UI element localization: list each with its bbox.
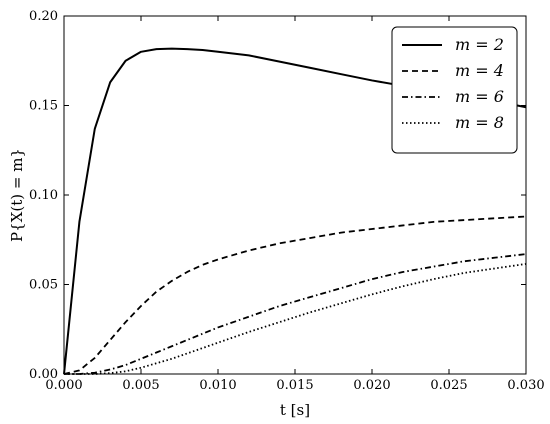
- axis-ticks: 0.000 0.005 0.010 0.015 0.020 0.025 0.030 0.00 0…: [29, 9, 545, 393]
- x-tick-label: 0.010: [199, 378, 236, 393]
- series-line-2: [63, 215, 527, 375]
- legend-label-2: m = 4: [455, 61, 504, 80]
- x-tick-label: 0.015: [276, 378, 313, 393]
- y-tick-label: 0.10: [29, 188, 58, 203]
- legend-label-4: m = 8: [455, 113, 504, 132]
- y-tick-label: 0.00: [29, 367, 58, 382]
- y-tick-label: 0.20: [29, 9, 58, 24]
- series-line-3: [64, 253, 527, 375]
- legend-box: [391, 26, 518, 154]
- x-tick-label: 0.005: [122, 378, 159, 393]
- x-tick-label: 0.030: [507, 378, 544, 393]
- legend-label-3: m = 6: [455, 87, 504, 106]
- legend: m = 2 m = 4 m = 6 m = 8: [391, 26, 518, 154]
- y-tick-label: 0.15: [29, 99, 58, 114]
- y-tick-label: 0.05: [29, 278, 58, 293]
- x-axis-label: t [s]: [280, 401, 310, 419]
- x-tick-label: 0.000: [45, 378, 82, 393]
- x-tick-label: 0.025: [430, 378, 467, 393]
- legend-label-1: m = 2: [455, 35, 504, 54]
- x-tick-label: 0.020: [353, 378, 390, 393]
- y-axis-label: P{X(t) = m}: [8, 148, 26, 242]
- series-line-4: [64, 263, 527, 375]
